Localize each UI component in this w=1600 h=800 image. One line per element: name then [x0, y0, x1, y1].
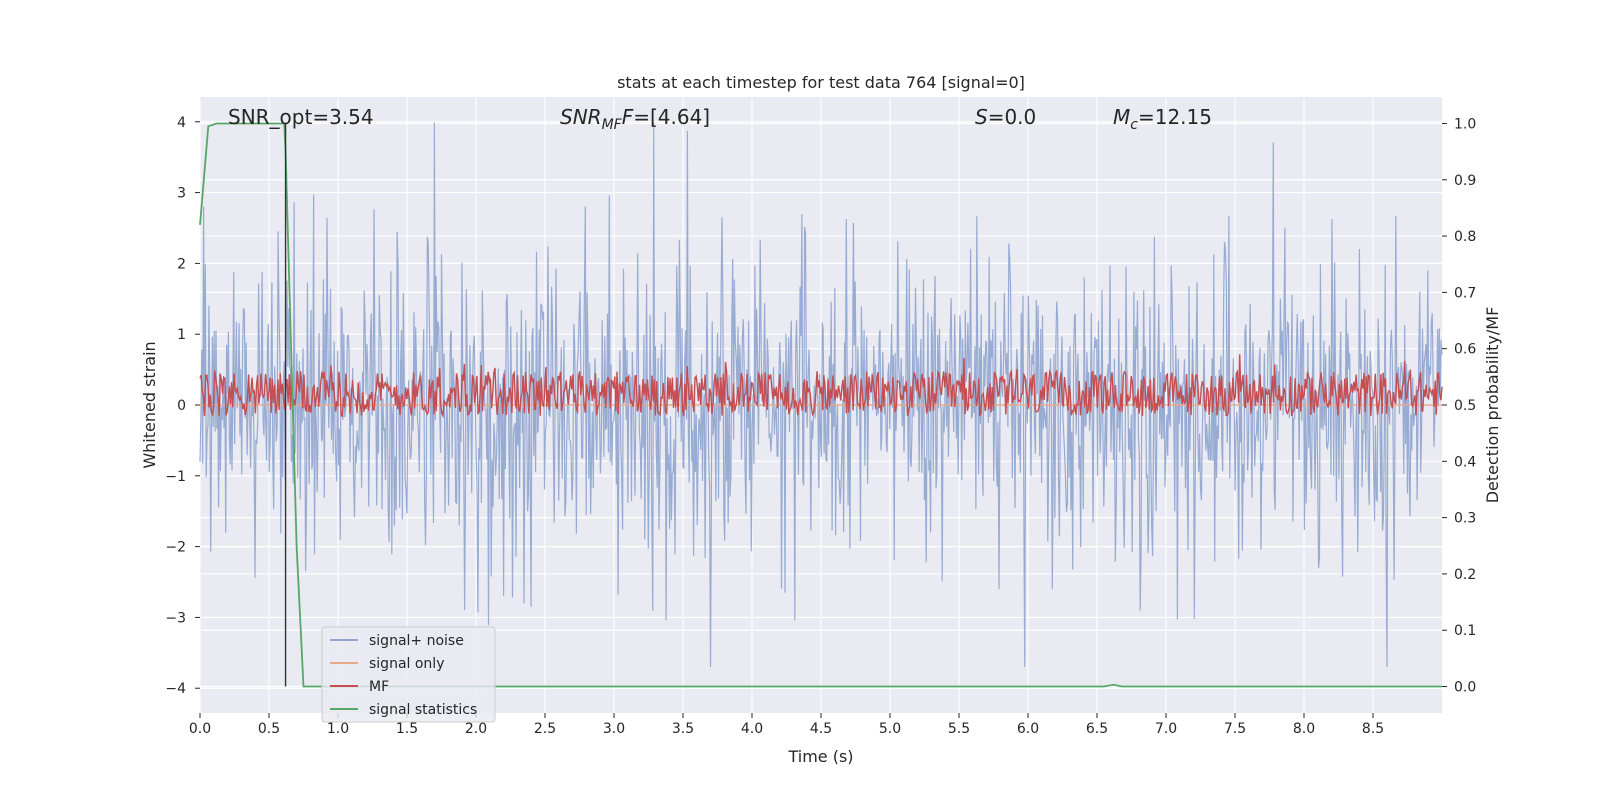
annotation-s: S=0.0	[975, 105, 1036, 129]
series-layer	[199, 122, 1443, 688]
x-tick-label: 2.0	[465, 721, 487, 737]
legend-label-signal-noise: signal+ noise	[369, 633, 464, 649]
x-tick-label: 1.5	[396, 721, 418, 737]
y-tick-label: 3	[177, 186, 186, 202]
x-tick-label: 4.0	[741, 721, 763, 737]
annotation-snr-mf: SNRMFF=[4.64]	[560, 105, 710, 133]
y-tick-label: 1	[177, 327, 186, 343]
legend: signal+ noise signal only MF signal stat…	[321, 626, 496, 723]
x-tick-label: 5.5	[948, 721, 970, 737]
x-tick-label: 6.0	[1017, 721, 1039, 737]
x-tick-label: 5.0	[879, 721, 901, 737]
x-tick-label: 7.0	[1155, 721, 1177, 737]
y2-axis-label: Detection probability/MF	[1483, 307, 1502, 504]
annotation-mc-value: =12.15	[1138, 105, 1212, 129]
annotation-snr-mf-rest: =[4.64]	[633, 105, 710, 129]
x-tick-label: 0.0	[189, 721, 211, 737]
series-signal-statistics	[199, 122, 1442, 688]
y2-tick-label: 0.7	[1454, 285, 1476, 301]
y-tick-label: 2	[177, 256, 186, 272]
legend-label-mf: MF	[369, 679, 389, 695]
y2-tick-label: 0.0	[1454, 680, 1476, 696]
y2-tick-label: 0.4	[1454, 454, 1476, 470]
y2-tick-label: 0.8	[1454, 229, 1476, 245]
y-tick-label: −1	[165, 469, 186, 485]
y-tick-label: −3	[165, 610, 186, 626]
y-tick-label: −4	[165, 681, 186, 697]
x-tick-label: 3.0	[603, 721, 625, 737]
x-tick-label: 7.5	[1224, 721, 1246, 737]
annotation-snr-mf-sub: MF	[602, 117, 623, 133]
annotation-s-symbol: S	[975, 105, 988, 129]
annotation-s-value: =0.0	[988, 105, 1037, 129]
annotation-snr-mf-f: F	[622, 105, 634, 129]
annotation-mc-sub: c	[1130, 117, 1138, 133]
series-signal-noise	[199, 122, 1443, 668]
chart-title: stats at each timestep for test data 764…	[617, 73, 1025, 92]
y-tick-label: −2	[165, 540, 186, 556]
annotation-snr-opt: SNR_opt=3.54	[228, 105, 374, 129]
annotation-mc-symbol: M	[1113, 105, 1130, 129]
x-axis-label: Time (s)	[787, 747, 853, 766]
x-tick-label: 6.5	[1086, 721, 1108, 737]
y-tick-label: 0	[177, 398, 186, 414]
x-tick-label: 2.5	[534, 721, 556, 737]
annotation-mc: Mc=12.15	[1113, 105, 1212, 133]
y2-tick-label: 1.0	[1454, 116, 1476, 132]
axes-layer: 0.0 0.5 1.0 1.5 2.0 2.5 3.0 3.5 4.0 4.5 5.0 5.5 6.0 6…	[165, 115, 1476, 737]
y-axis-label: Whitened strain	[140, 341, 159, 468]
y2-tick-label: 0.9	[1454, 173, 1476, 189]
legend-label-signal-statistics: signal statistics	[369, 702, 477, 718]
x-tick-label: 8.0	[1293, 721, 1315, 737]
x-tick-label: 0.5	[258, 721, 280, 737]
y-tick-label: 4	[177, 115, 186, 131]
x-tick-label: 3.5	[672, 721, 694, 737]
annotation-snr-mf-main: SNR	[560, 105, 602, 129]
y2-tick-label: 0.1	[1454, 623, 1476, 639]
x-tick-label: 4.5	[810, 721, 832, 737]
y2-tick-label: 0.3	[1454, 511, 1476, 527]
x-tick-label: 8.5	[1362, 721, 1384, 737]
x-tick-label: 1.0	[327, 721, 349, 737]
legend-box	[321, 626, 496, 723]
legend-label-signal-only: signal only	[369, 656, 444, 672]
y2-tick-label: 0.2	[1454, 567, 1476, 583]
y2-tick-label: 0.5	[1454, 398, 1476, 414]
series-mf	[199, 354, 1443, 419]
y2-tick-label: 0.6	[1454, 342, 1476, 358]
